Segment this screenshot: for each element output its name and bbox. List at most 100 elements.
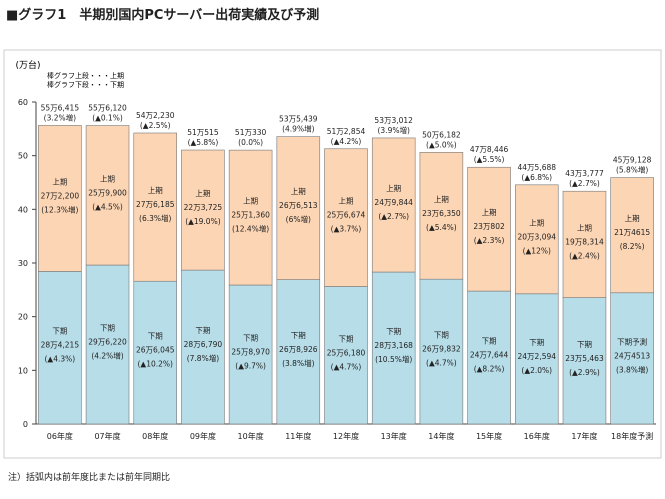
x-tick-label: 06年度 (47, 431, 73, 441)
data-label-upper: 上期 (386, 184, 401, 193)
data-label-lower: (▲2.9%) (569, 368, 600, 377)
bar-segment-upper (419, 152, 464, 280)
bar-segment-upper (85, 125, 130, 266)
data-label-upper: (▲4.5%) (92, 202, 123, 211)
bar-segment-lower (610, 292, 654, 425)
total-label: 51万515 (187, 128, 219, 137)
total-label: 54万2,230 (136, 111, 175, 120)
data-label-upper: 上期 (148, 186, 163, 195)
data-label-upper: 20万3,094 (518, 232, 557, 241)
y-tick-label: 10 (18, 366, 28, 375)
data-label-lower: (▲4.3%) (45, 355, 76, 364)
data-label-lower: (3.8%増) (616, 364, 648, 374)
bar-segment-lower (85, 264, 130, 425)
y-tick-label: 0 (23, 420, 28, 429)
bar-segment-lower (133, 280, 177, 425)
bar-layer (38, 125, 654, 425)
data-label-lower: (▲8.2%) (474, 365, 505, 374)
total-label: 55万6,415 (41, 103, 80, 112)
data-label-lower: 下期 (434, 331, 449, 340)
data-label-lower: 下期 (148, 332, 163, 341)
total-change-label: (0.0%) (238, 138, 263, 147)
data-label-upper: (8.2%) (620, 242, 645, 251)
label-layer: 06年度 下期 28万4,215 (▲4.3%) 上期 27万2,200 (12.3%増) 5… (41, 103, 654, 441)
total-change-label: (3.2%増) (44, 112, 76, 122)
total-label: 51万2,854 (327, 127, 366, 136)
bar-segment-lower (371, 271, 416, 425)
data-label-lower: 下期予測 (617, 336, 647, 346)
data-label-lower: (▲9.7%) (235, 362, 266, 371)
data-label-upper: 25万1,360 (231, 211, 270, 220)
bar-segment-upper (324, 148, 368, 287)
data-label-lower: 28万4,215 (41, 341, 80, 350)
data-label-lower: 26万8,926 (279, 345, 318, 354)
data-label-lower: 下期 (243, 334, 258, 343)
data-label-upper: 25万9,900 (88, 188, 127, 197)
data-label-upper: 上期 (577, 223, 592, 232)
data-label-upper: (12.4%増) (232, 224, 269, 234)
unit-label: (万台) (15, 59, 40, 71)
total-label: 50万6,182 (422, 130, 461, 139)
plot-frame (3, 49, 662, 459)
data-label-lower: 下期 (52, 327, 67, 336)
data-label-lower: (▲2.0%) (521, 366, 552, 375)
bar-segment-lower (467, 290, 511, 425)
data-label-lower: 下期 (291, 331, 306, 340)
data-label-lower: (3.8%増) (282, 358, 314, 368)
data-label-upper: 19万8,314 (565, 237, 604, 246)
legend-line-upper: 棒グラフ上段・・・上期 (47, 71, 124, 80)
x-tick-label: 17年度 (571, 431, 597, 441)
data-label-upper: 22万3,725 (184, 203, 223, 212)
data-label-upper: (▲2.3%) (474, 236, 505, 245)
y-tick-label: 40 (18, 205, 28, 214)
total-change-label: (▲2.5%) (140, 121, 171, 130)
x-tick-label: 15年度 (476, 431, 502, 441)
bar-segment-upper (133, 132, 177, 282)
bar-segment-upper (467, 166, 511, 292)
data-label-upper: (12.3%増) (41, 204, 78, 214)
x-tick-label: 13年度 (381, 431, 407, 441)
total-label: 45万9,128 (613, 156, 652, 165)
data-label-upper: 上期 (291, 187, 306, 196)
total-label: 53万3,012 (374, 116, 413, 125)
total-change-label: (▲6.8%) (521, 173, 552, 182)
x-tick-label: 09年度 (190, 431, 216, 441)
chart-title: ■グラフ1 半期別国内PCサーバー出荷実績及び予測 (6, 8, 320, 23)
data-label-upper: (▲3.7%) (331, 225, 362, 234)
x-tick-label: 14年度 (428, 431, 454, 441)
total-label: 51万330 (235, 128, 267, 137)
total-change-label: (▲5.8%) (188, 138, 219, 147)
bar-segment-lower (515, 293, 559, 425)
data-label-lower: 下期 (195, 326, 210, 335)
data-label-upper: 上期 (339, 197, 354, 206)
legend-line-lower: 棒グラフ下段・・・下期 (47, 80, 124, 89)
total-change-label: (▲0.1%) (92, 114, 123, 123)
data-label-upper: 27万6,185 (136, 200, 175, 209)
data-label-upper: 25万6,674 (327, 211, 366, 220)
data-label-lower: 26万9,832 (422, 345, 461, 354)
bar-segment-upper (371, 137, 416, 273)
total-change-label: (▲2.7%) (569, 179, 600, 188)
bar-segment-upper (228, 149, 273, 286)
total-change-label: (4.9%増) (282, 124, 314, 134)
data-label-lower: 24万2,594 (518, 352, 557, 361)
data-label-lower: (4.2%増) (91, 351, 123, 361)
total-label: 47万8,446 (470, 145, 509, 154)
bar-segment-upper (181, 149, 225, 271)
total-label: 53万5,439 (279, 115, 318, 124)
data-label-upper: 上期 (195, 189, 210, 198)
bar-segment-upper (562, 190, 607, 298)
x-tick-label: 08年度 (142, 431, 168, 441)
data-label-lower: 26万6,045 (136, 346, 175, 355)
y-tick-label: 60 (18, 98, 28, 107)
data-label-lower: 28万6,790 (184, 340, 223, 349)
total-label: 44万5,688 (518, 163, 557, 172)
data-label-lower: 25万8,970 (231, 348, 270, 357)
data-label-upper: 23万6,350 (422, 209, 461, 218)
x-tick-label: 12年度 (333, 431, 359, 441)
bar-segment-lower (276, 279, 321, 425)
data-label-lower: (10.5%増) (375, 354, 412, 364)
total-change-label: (▲4.2%) (331, 137, 362, 146)
total-label: 55万6,120 (88, 104, 127, 113)
